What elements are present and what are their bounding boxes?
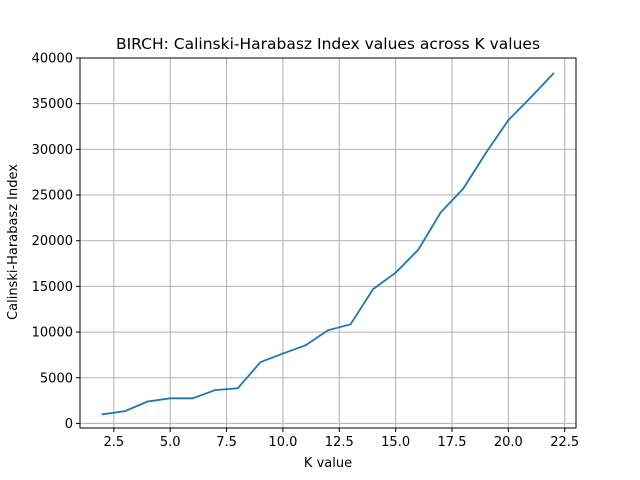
data-point bbox=[146, 400, 149, 403]
y-tick-label: 35000 bbox=[32, 97, 73, 112]
data-point bbox=[372, 288, 374, 291]
data-point bbox=[462, 187, 465, 190]
data-point bbox=[282, 352, 284, 355]
data-point bbox=[259, 361, 262, 364]
data-point bbox=[394, 271, 397, 274]
y-axis-ticks: 0 5000 10000 15000 20000 25000 30000 35000 40000 bbox=[32, 52, 80, 432]
data-point bbox=[169, 397, 172, 400]
data-point bbox=[530, 96, 532, 99]
y-tick-label: 25000 bbox=[32, 189, 73, 204]
y-tick-label: 15000 bbox=[32, 280, 73, 295]
x-tick-label: 10.0 bbox=[268, 435, 297, 450]
y-tick-label: 0 bbox=[65, 417, 73, 432]
data-point bbox=[214, 389, 217, 391]
x-tick-label: 22.5 bbox=[550, 435, 579, 450]
y-tick-label: 20000 bbox=[32, 234, 73, 249]
x-tick-label: 2.5 bbox=[103, 435, 124, 450]
plot-series bbox=[101, 72, 555, 416]
data-point bbox=[349, 323, 352, 326]
data-point bbox=[417, 248, 420, 251]
data-point bbox=[552, 72, 555, 75]
data-point bbox=[484, 152, 487, 154]
x-tick-label: 5.0 bbox=[160, 435, 181, 450]
x-tick-label: 12.5 bbox=[325, 435, 354, 450]
data-point bbox=[439, 211, 442, 214]
chart-title: BIRCH: Calinski-Harabasz Index values ac… bbox=[116, 35, 540, 53]
x-axis-label: K value bbox=[304, 456, 352, 471]
data-point bbox=[101, 413, 104, 416]
data-point bbox=[191, 397, 194, 400]
data-point bbox=[304, 344, 307, 347]
x-tick-label: 15.0 bbox=[381, 435, 410, 450]
y-axis-label: Calinski-Harabasz Index bbox=[6, 164, 21, 320]
x-axis-ticks: 2.5 5.0 7.5 10.0 12.5 15.0 17.5 20.0 22.5 bbox=[103, 428, 579, 450]
x-tick-label: 7.5 bbox=[216, 435, 237, 450]
data-point bbox=[327, 329, 329, 332]
plot-frame bbox=[79, 57, 577, 429]
x-tick-label: 17.5 bbox=[438, 435, 467, 450]
y-tick-label: 40000 bbox=[32, 52, 73, 67]
data-point bbox=[507, 119, 510, 122]
x-tick-label: 20.0 bbox=[494, 435, 523, 450]
data-point bbox=[124, 410, 126, 412]
data-point bbox=[236, 387, 239, 390]
y-tick-label: 5000 bbox=[40, 371, 73, 386]
y-tick-label: 30000 bbox=[32, 143, 73, 158]
y-tick-label: 10000 bbox=[32, 326, 73, 341]
